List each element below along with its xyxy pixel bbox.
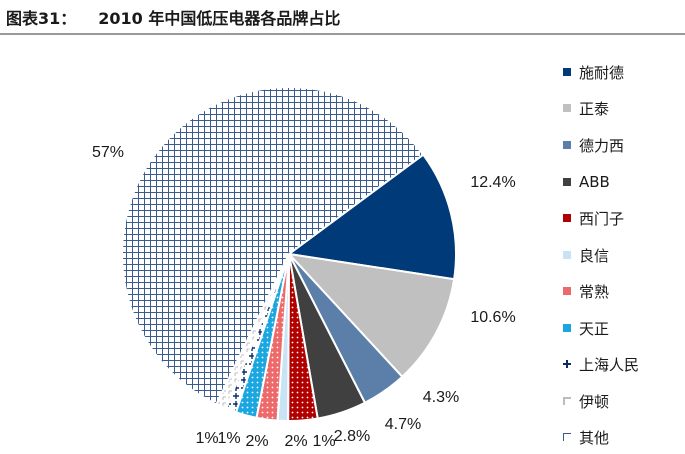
legend-label-4: ABB (579, 173, 610, 191)
legend-label-11: 其他 (579, 428, 610, 447)
data-label-10: 1% (195, 430, 218, 447)
legend-item-7: 常熟 (563, 281, 609, 301)
data-label-7: 2% (284, 433, 307, 450)
legend-label-9: 上海人民 (579, 355, 640, 374)
legend-item-10: 伊顿 (563, 391, 609, 411)
legend-label-7: 常熟 (579, 282, 610, 301)
pie-slice-11 (121, 86, 425, 406)
legend-item-6: 良信 (563, 245, 609, 265)
figure-header: 图表31： 2010 年中国低压电器各品牌占比 (6, 6, 340, 28)
data-label-2: 10.6% (470, 309, 515, 326)
legend-label-6: 良信 (579, 246, 610, 265)
legend-label-8: 天正 (579, 319, 610, 338)
legend-item-2: 正泰 (563, 98, 609, 118)
pie-data-labels: 12.4%10.6%4.3%4.7%2.8%1%2%2%1%1%57% (92, 144, 516, 450)
data-label-4: 4.7% (385, 416, 421, 433)
legend-item-11: 其他 (563, 427, 609, 447)
data-label-3: 4.3% (423, 389, 459, 406)
legend-label-3: 德力西 (579, 136, 625, 155)
legend-swatch-1 (563, 68, 571, 76)
pie-slice-2 (286, 252, 456, 379)
legend-item-5: 西门子 (563, 208, 624, 228)
legend-swatch-10 (563, 397, 571, 405)
legend-item-8: 天正 (563, 318, 609, 338)
legend-swatch-8 (563, 324, 571, 332)
pie-slice-1 (286, 153, 457, 281)
legend-label-5: 西门子 (579, 209, 625, 228)
pie-slices (121, 86, 457, 423)
legend-label-10: 伊顿 (579, 392, 610, 411)
title-divider (0, 33, 685, 35)
legend-swatch-9 (563, 360, 571, 368)
chart-title: 2010 年中国低压电器各品牌占比 (98, 9, 341, 28)
data-label-8: 2% (245, 433, 268, 450)
figure-label: 图表31： (6, 9, 77, 28)
legend-label-2: 正泰 (579, 99, 610, 118)
legend-swatch-4 (563, 178, 571, 186)
legend-swatch-11 (563, 433, 571, 441)
data-label-9: 1% (217, 430, 240, 447)
legend-swatch-5 (563, 214, 571, 222)
data-label-1: 12.4% (470, 174, 515, 191)
legend-swatch-2 (563, 104, 571, 112)
data-label-5: 2.8% (334, 428, 370, 445)
legend-label-1: 施耐德 (579, 63, 625, 82)
legend-swatch-6 (563, 251, 571, 259)
legend-item-4: ABB (563, 172, 610, 192)
legend-swatch-3 (563, 141, 571, 149)
legend-item-9: 上海人民 (563, 354, 639, 374)
legend-swatch-7 (563, 287, 571, 295)
data-label-11: 57% (92, 144, 124, 161)
data-label-6: 1% (312, 433, 335, 450)
legend-item-3: 德力西 (563, 135, 624, 155)
legend-item-1: 施耐德 (563, 62, 624, 82)
